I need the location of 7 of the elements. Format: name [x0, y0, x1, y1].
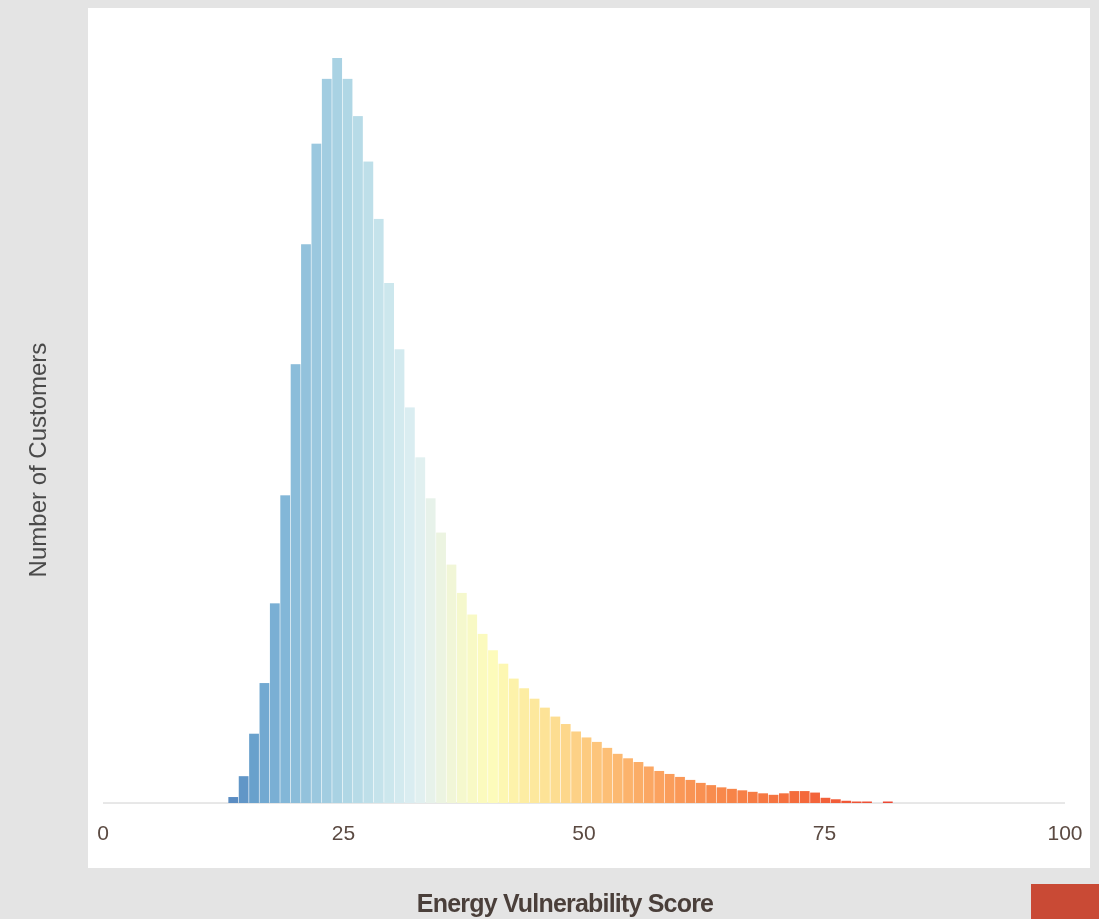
x-tick-label: 75	[812, 821, 837, 844]
x-tick-label: 0	[97, 821, 109, 844]
x-tick-label: 25	[331, 821, 356, 844]
x-tick-label: 100	[1047, 821, 1083, 844]
y-axis-title: Number of Customers	[24, 342, 51, 578]
x-tick-label: 50	[572, 821, 596, 844]
x-axis-title: Energy Vulnerability Score	[416, 889, 715, 917]
